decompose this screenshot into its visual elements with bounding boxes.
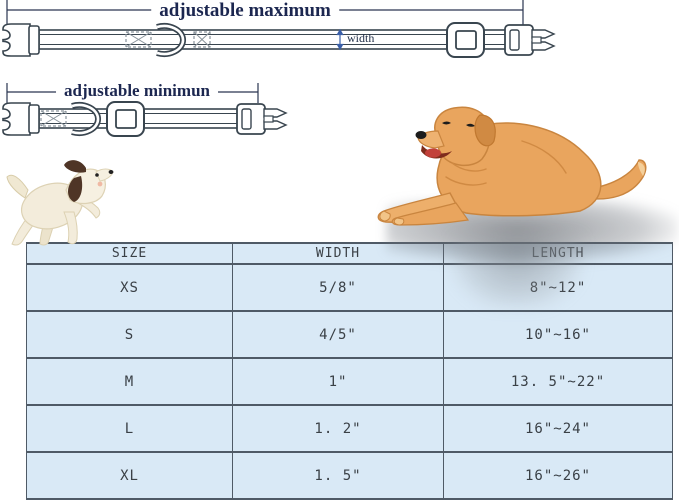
cell-length: 16"~26" — [443, 451, 673, 500]
puppy-ear-top — [64, 160, 86, 173]
table-row: XL 1. 5" 16"~26" — [26, 451, 673, 500]
puppy-blush — [97, 181, 103, 187]
bigdog-ear — [474, 114, 496, 147]
puppy-tail — [6, 174, 29, 199]
bigdog-nose — [415, 131, 427, 139]
cell-width: 1. 2" — [232, 404, 444, 453]
collar-diagrams — [2, 0, 555, 137]
width-arrow — [336, 28, 344, 51]
header-size: SIZE — [26, 242, 233, 265]
table-row: S 4/5" 10"~16" — [26, 310, 673, 359]
cell-width: 1. 5" — [232, 451, 444, 500]
cell-size: M — [26, 357, 233, 406]
table-row: L 1. 2" 16"~24" — [26, 404, 673, 453]
small-puppy-illustration — [6, 160, 114, 246]
collar-minimum-drawing — [2, 101, 287, 137]
cell-length: 13. 5"~22" — [443, 357, 673, 406]
cell-width: 1" — [232, 357, 444, 406]
table-row: XS 5/8" 8"~12" — [26, 263, 673, 312]
adjustable-minimum-label: adjustable minimun — [56, 81, 218, 101]
size-chart-table: SIZE WIDTH LENGTH XS 5/8" 8"~12" S 4/5" … — [26, 242, 673, 500]
table-row: M 1" 13. 5"~22" — [26, 357, 673, 406]
puppy-ear-hanging — [68, 176, 83, 202]
cell-length: 10"~16" — [443, 310, 673, 359]
puppy-nose — [108, 170, 114, 174]
cell-length: 8"~12" — [443, 263, 673, 312]
width-label: width — [347, 31, 375, 45]
cell-width: 4/5" — [232, 310, 444, 359]
adjustable-maximum-label: adjustable maximum — [151, 0, 339, 22]
cell-length: 16"~24" — [443, 404, 673, 453]
puppy-eye — [95, 173, 99, 177]
cell-size: L — [26, 404, 233, 453]
cell-size: S — [26, 310, 233, 359]
golden-retriever-illustration — [377, 106, 647, 226]
collar-maximum-drawing — [2, 22, 555, 58]
bigdog-eye-left — [442, 121, 451, 125]
bigdog-tongue — [425, 148, 441, 158]
cell-size: XS — [26, 263, 233, 312]
cell-width: 5/8" — [232, 263, 444, 312]
cell-size: XL — [26, 451, 233, 500]
bigdog-eye-right — [466, 123, 475, 127]
